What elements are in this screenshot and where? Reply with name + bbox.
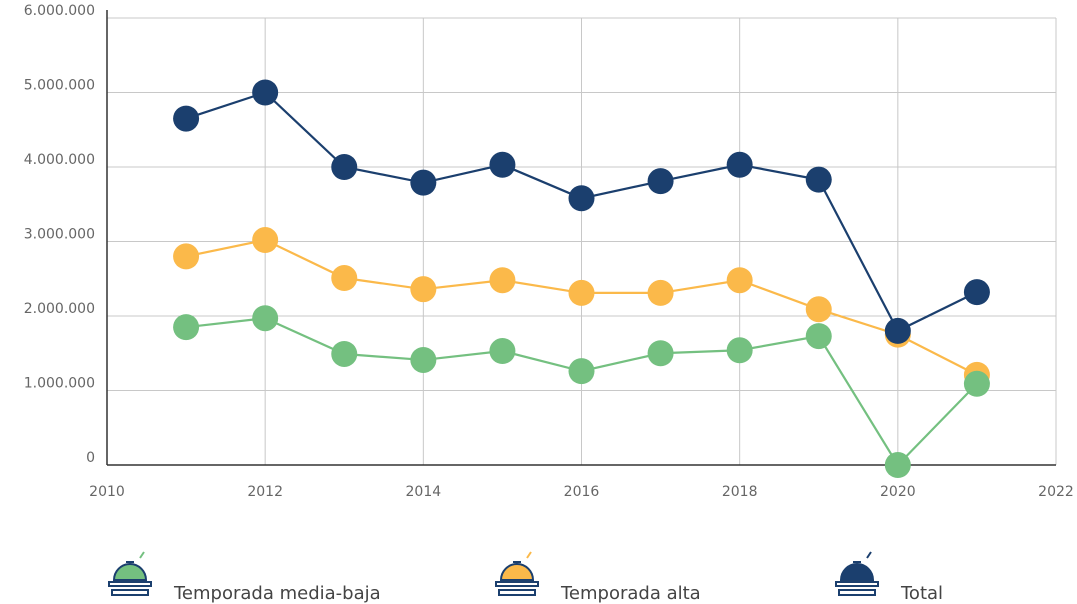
legend-icon: [495, 581, 539, 587]
x-tick-label: 2014: [406, 484, 442, 500]
y-tick-label: 2.000.000: [24, 301, 95, 317]
legend-icon: [866, 551, 872, 559]
data-point: [489, 151, 516, 178]
data-point: [489, 338, 516, 365]
legend-label: Total: [900, 583, 943, 604]
data-point: [647, 279, 674, 306]
data-point: [726, 337, 753, 364]
x-tick-label: 2012: [247, 484, 283, 500]
legend-item: Temporada media-baja: [108, 551, 381, 604]
x-tick-label: 2016: [564, 484, 600, 500]
data-point: [805, 166, 832, 193]
y-tick-label: 6.000.000: [24, 3, 95, 19]
data-point: [963, 279, 990, 306]
data-point: [647, 340, 674, 367]
legend-label: Temporada alta: [560, 583, 701, 604]
data-point: [568, 358, 595, 385]
legend-icon: [498, 589, 536, 596]
data-point: [331, 154, 358, 180]
legend-icon: [139, 551, 145, 559]
legend-icon: [835, 581, 879, 587]
legend-icon: [526, 551, 532, 559]
data-point: [884, 452, 911, 478]
data-point: [252, 79, 279, 106]
data-point: [252, 227, 279, 254]
y-tick-label: 1.000.000: [24, 376, 95, 392]
data-point: [805, 323, 832, 350]
legend-icon: [839, 563, 875, 581]
data-point: [410, 346, 437, 373]
x-tick-label: 2018: [722, 484, 758, 500]
data-point: [647, 168, 674, 195]
data-point: [568, 279, 595, 306]
data-point: [568, 185, 595, 212]
y-tick-label: 0: [86, 450, 95, 466]
x-tick-label: 2020: [880, 484, 916, 500]
legend-item: Temporada alta: [495, 551, 701, 604]
data-point: [173, 314, 200, 341]
legend-icon: [499, 563, 535, 581]
x-tick-label: 2022: [1038, 484, 1074, 500]
data-point: [489, 267, 516, 294]
legend-label: Temporada media-baja: [173, 583, 381, 604]
data-point: [805, 296, 832, 323]
y-tick-label: 3.000.000: [24, 227, 95, 243]
legend-icon: [108, 581, 152, 587]
data-point: [884, 317, 911, 344]
legend-item: Total: [835, 551, 943, 604]
data-point: [331, 340, 358, 367]
x-tick-label: 2010: [89, 484, 125, 500]
data-point: [726, 151, 753, 178]
data-point: [252, 305, 279, 332]
data-point: [410, 276, 437, 303]
data-point: [410, 169, 437, 196]
data-point: [173, 105, 200, 132]
y-tick-label: 4.000.000: [24, 152, 95, 168]
data-point: [331, 265, 358, 292]
y-tick-label: 5.000.000: [24, 78, 95, 94]
legend-icon: [111, 589, 149, 596]
data-point: [173, 243, 200, 270]
data-point: [963, 370, 990, 397]
data-point: [726, 267, 753, 294]
legend-icon: [112, 563, 148, 581]
legend-icon: [838, 589, 876, 596]
